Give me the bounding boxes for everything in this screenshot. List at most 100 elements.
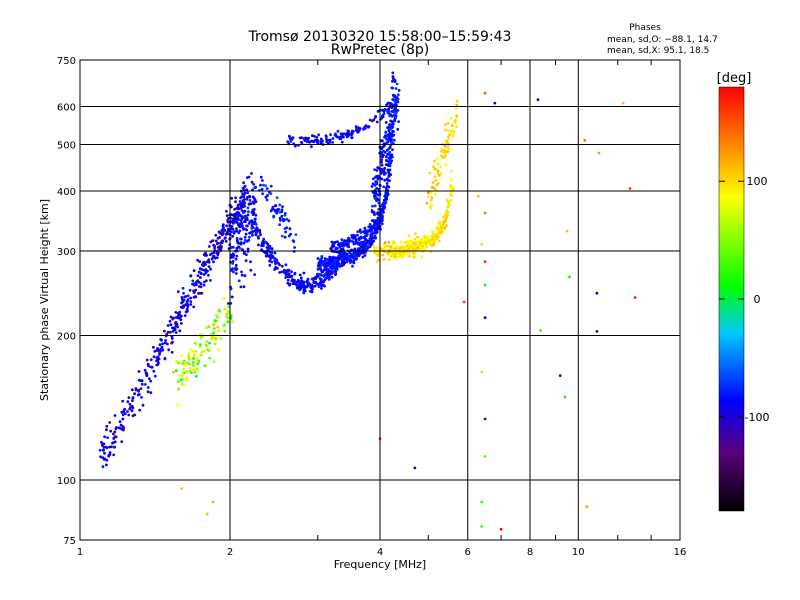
data-point: [395, 82, 399, 86]
data-point: [493, 101, 497, 105]
data-point: [397, 89, 401, 92]
data-point: [436, 222, 440, 225]
data-point: [326, 261, 330, 264]
data-point: [230, 196, 234, 200]
data-point: [245, 176, 249, 180]
data-point: [234, 272, 238, 275]
data-point: [166, 324, 170, 327]
data-point: [234, 263, 238, 267]
data-point: [353, 242, 357, 246]
data-point: [432, 165, 435, 169]
data-point: [265, 246, 269, 249]
data-point: [370, 226, 373, 230]
data-point: [440, 230, 444, 234]
data-point: [380, 147, 383, 151]
data-point: [372, 223, 376, 227]
data-point: [597, 151, 601, 155]
data-point: [395, 245, 399, 248]
titles: Tromsø 20130320 15:58:00–15:59:43 RwPret…: [248, 29, 512, 58]
data-point: [319, 261, 323, 264]
data-point: [298, 288, 302, 292]
data-point: [290, 270, 293, 274]
data-point: [241, 224, 244, 228]
data-point: [347, 244, 350, 248]
data-point: [372, 244, 376, 248]
data-point: [127, 413, 131, 417]
data-point: [208, 356, 212, 360]
data-point: [399, 240, 403, 244]
data-point: [196, 258, 200, 262]
data-point: [311, 134, 314, 138]
data-point: [236, 241, 240, 245]
data-point: [186, 303, 190, 306]
data-point: [429, 206, 433, 210]
data-point: [239, 285, 243, 289]
data-point: [194, 374, 198, 378]
data-point: [217, 348, 221, 352]
data-point: [320, 280, 324, 284]
data-point: [337, 256, 341, 260]
data-point: [251, 188, 255, 192]
data-point: [240, 273, 244, 277]
data-point: [231, 320, 234, 324]
data-point: [243, 202, 246, 205]
data-point: [390, 114, 394, 118]
data-point: [444, 163, 447, 167]
data-point: [262, 237, 266, 241]
data-point: [258, 228, 262, 232]
data-point: [202, 268, 206, 272]
chart-title: Tromsø 20130320 15:58:00–15:59:43: [248, 29, 512, 45]
data-point: [414, 241, 418, 245]
data-point: [376, 166, 380, 170]
data-point: [214, 239, 218, 243]
data-point: [137, 378, 141, 382]
data-point: [483, 91, 487, 95]
data-point: [270, 260, 274, 264]
data-point: [243, 240, 247, 243]
data-point: [167, 348, 171, 352]
data-point: [348, 251, 351, 255]
data-point: [583, 139, 587, 142]
data-point: [272, 214, 276, 218]
data-point: [176, 403, 180, 407]
data-point: [121, 417, 125, 421]
data-point: [158, 343, 162, 347]
data-point: [483, 316, 487, 319]
data-point: [229, 314, 233, 318]
data-point: [171, 329, 175, 333]
data-point: [234, 257, 238, 261]
data-point: [446, 121, 450, 125]
data-point: [214, 313, 218, 317]
data-point: [432, 243, 436, 247]
data-point: [156, 347, 159, 350]
data-point: [152, 355, 156, 359]
data-point: [186, 305, 190, 308]
data-point: [362, 126, 366, 130]
data-point: [352, 253, 356, 256]
data-point: [439, 150, 443, 153]
data-point: [196, 369, 199, 372]
data-point: [436, 171, 440, 175]
data-point: [394, 98, 398, 101]
data-point: [404, 247, 408, 251]
data-point: [98, 448, 102, 452]
data-point: [118, 420, 122, 424]
data-point: [265, 187, 269, 191]
data-point: [380, 215, 384, 219]
data-point: [288, 136, 292, 140]
data-point: [112, 453, 116, 457]
data-point: [445, 139, 448, 143]
data-point: [196, 274, 200, 277]
data-point: [383, 241, 387, 245]
data-point: [265, 252, 269, 255]
data-point: [388, 173, 392, 176]
data-point: [352, 259, 355, 263]
x-tick-label: 6: [465, 547, 471, 558]
data-point: [246, 206, 250, 210]
data-point: [329, 133, 332, 137]
data-point: [425, 246, 429, 249]
data-point: [393, 246, 397, 250]
data-point: [254, 200, 258, 204]
data-point: [295, 283, 298, 287]
data-point: [439, 223, 443, 227]
